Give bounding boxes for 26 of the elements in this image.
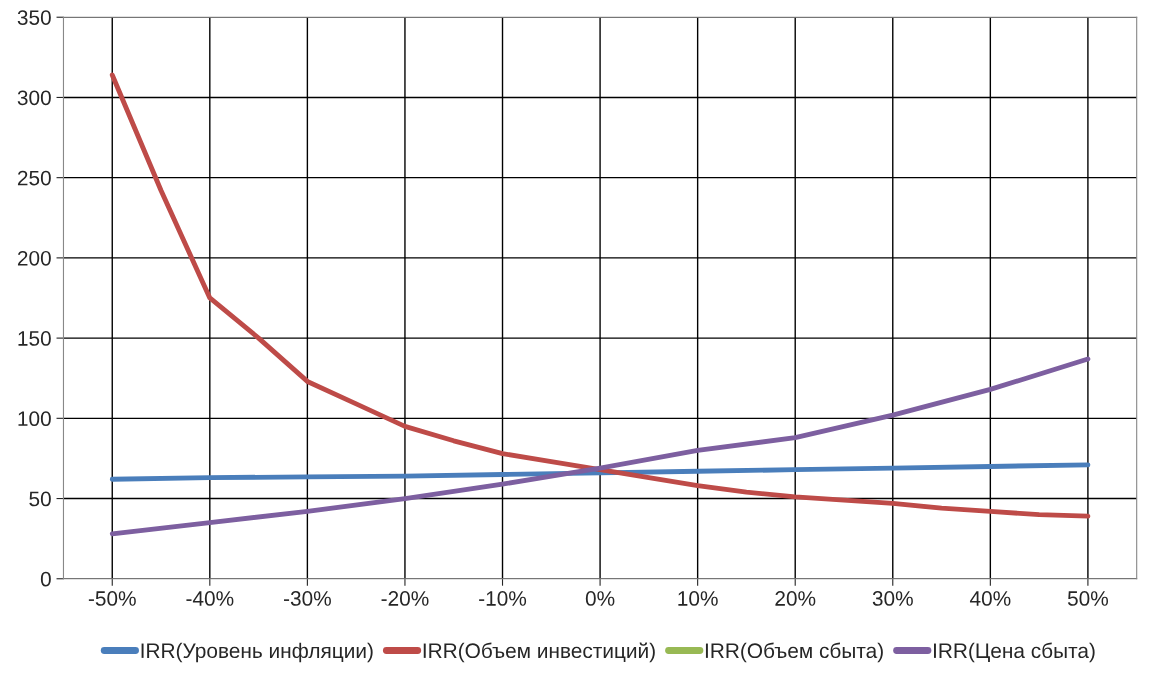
- x-tick-label: 0%: [585, 591, 615, 606]
- y-tick-label: 300: [17, 90, 51, 106]
- x-tick-label: 20%: [775, 591, 816, 606]
- legend-label: IRR(Объем инвестиций): [423, 642, 655, 663]
- x-tick-label: -10%: [479, 591, 527, 606]
- x-tick-label: -30%: [283, 591, 331, 606]
- line-series: [109, 72, 1091, 519]
- line-series: [109, 356, 1091, 537]
- x-tick-label: 40%: [969, 591, 1011, 606]
- y-tick-label: 250: [17, 170, 51, 186]
- x-tick-label: -20%: [381, 591, 429, 606]
- y-tick-label: 350: [17, 10, 51, 25]
- line-series: [109, 462, 1091, 482]
- x-tick-label: -40%: [186, 591, 234, 606]
- x-tick-label: 50%: [1067, 591, 1109, 606]
- x-tick-label: 30%: [872, 591, 913, 606]
- y-tick-label: 100: [18, 411, 51, 427]
- legend-label: IRR(Объем сбыта): [705, 642, 883, 663]
- y-tick-label: 0: [40, 571, 51, 587]
- x-tick-label: 10%: [678, 591, 718, 606]
- legend-label: IRR(Цена сбыта): [933, 642, 1095, 663]
- x-tick-label: -50%: [88, 591, 136, 606]
- legend-label: IRR(Уровень инфляции): [141, 642, 373, 663]
- y-tick-label: 50: [29, 491, 51, 507]
- y-tick-label: 150: [18, 331, 51, 346]
- y-tick-label: 200: [17, 250, 51, 266]
